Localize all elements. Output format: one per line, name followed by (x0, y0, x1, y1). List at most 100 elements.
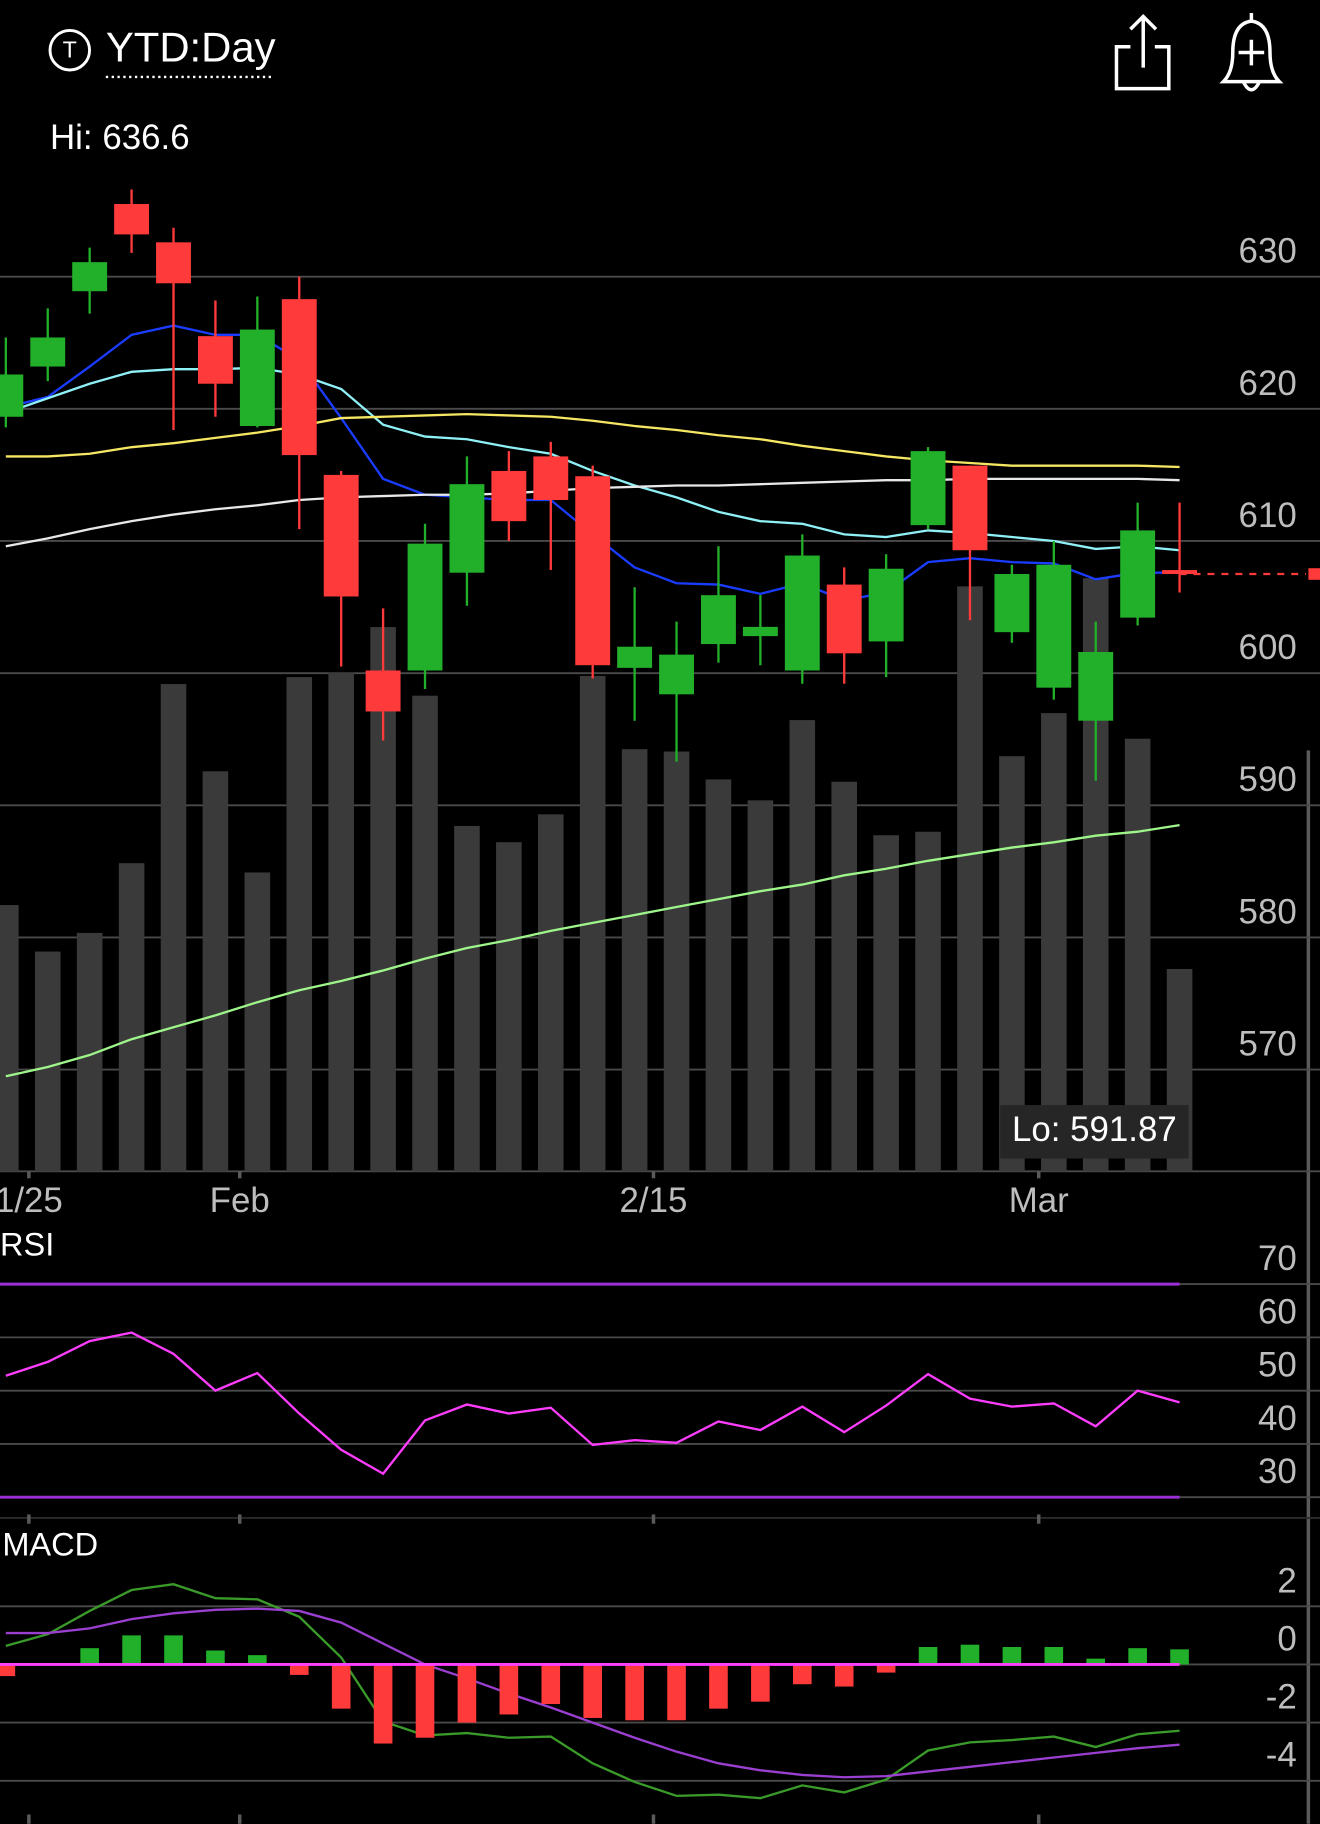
histogram-bar (834, 1664, 854, 1687)
candle-body (784, 555, 820, 671)
candle-body (197, 336, 233, 384)
symbol-letter: T (63, 37, 77, 63)
range-selector[interactable]: YTD:Day (106, 23, 276, 79)
symbol-button[interactable]: T (48, 28, 92, 72)
macd-title: MACD (2, 1527, 98, 1563)
histogram-bar (1086, 1658, 1106, 1665)
histogram-bar (80, 1648, 99, 1665)
candle-body (156, 242, 191, 284)
x-tick-label: Mar (1009, 1181, 1069, 1220)
volume-bar (0, 905, 19, 1172)
rsi-title: RSI (0, 1227, 54, 1263)
volume-bar (621, 749, 648, 1172)
candle-body (1078, 651, 1114, 721)
y-tick-label: 60 (1258, 1292, 1297, 1331)
y-tick-label: 0 (1277, 1619, 1296, 1658)
indicator-line (5, 1331, 1180, 1476)
low-label: Lo: 591.87 (1012, 1110, 1177, 1149)
y-tick-label: 590 (1239, 760, 1297, 799)
y-tick-label: 610 (1239, 496, 1297, 535)
candle-body (575, 476, 611, 666)
histogram-bar (248, 1655, 267, 1665)
candle-body (72, 262, 108, 292)
histogram-bar (206, 1650, 225, 1665)
volume-bar (957, 586, 983, 1172)
candle-body (1120, 530, 1156, 618)
candle-body (994, 574, 1030, 633)
candle-body (826, 584, 862, 654)
volume-bar (873, 835, 899, 1172)
y-tick-label: 40 (1258, 1399, 1297, 1438)
candle-body (449, 484, 485, 573)
alert-button[interactable] (1219, 13, 1284, 92)
histogram-bar (876, 1664, 896, 1673)
candle-body (1162, 570, 1198, 575)
high-label: Hi: 636.6 (50, 118, 190, 157)
indicator-line (5, 1583, 1180, 1800)
volume-bar (412, 695, 438, 1172)
indicator-line (5, 412, 1180, 469)
candle-body (533, 456, 569, 501)
histogram-bar (499, 1664, 519, 1715)
candle-body (281, 299, 317, 456)
symbol-icon (48, 28, 92, 72)
x-tick-label: 2/15 (620, 1181, 688, 1220)
candle-body (868, 568, 904, 642)
candle-body (742, 626, 778, 637)
volume-bar (160, 684, 187, 1172)
candle-body (30, 337, 66, 367)
histogram-bar (164, 1635, 183, 1665)
candle-body (491, 470, 527, 522)
histogram-bar (457, 1664, 477, 1723)
bell-body (1219, 19, 1284, 84)
low-label-box (1000, 1105, 1189, 1159)
volume-bar (202, 771, 229, 1172)
y-tick-label: 2 (1277, 1561, 1296, 1600)
candle-body (407, 543, 443, 671)
candle-body (239, 329, 275, 427)
indicator-line (5, 823, 1180, 1078)
histogram-bar (331, 1664, 351, 1709)
volume-bar (915, 831, 941, 1172)
y-tick-label: 70 (1258, 1239, 1297, 1278)
histogram-bar (709, 1664, 728, 1709)
volume-bar (747, 800, 774, 1172)
volume-bar (34, 951, 61, 1172)
bell-clapper (1241, 80, 1262, 92)
y-tick-label: 600 (1239, 628, 1297, 667)
histogram-bar (289, 1664, 309, 1675)
last-price-marker (1308, 568, 1320, 580)
volume-bar (789, 720, 816, 1172)
range-title: YTD:Day (106, 23, 276, 70)
y-tick-label: 620 (1239, 364, 1297, 403)
candle-body (365, 670, 401, 712)
indicator-line (5, 1607, 1180, 1779)
histogram-bar (415, 1664, 435, 1738)
histogram-bar (1170, 1649, 1189, 1665)
x-tick-label: Feb (210, 1181, 270, 1220)
candle-body (323, 474, 359, 597)
volume-bar (705, 779, 732, 1172)
y-tick-label: 630 (1239, 232, 1297, 271)
volume-bar (328, 672, 354, 1172)
histogram-bar (625, 1664, 644, 1721)
share-button[interactable] (1114, 14, 1171, 91)
histogram-bar (122, 1635, 141, 1665)
histogram-bar (918, 1647, 938, 1665)
y-tick-label: 50 (1258, 1346, 1297, 1385)
histogram-bar (1002, 1647, 1022, 1665)
share-box (1114, 44, 1171, 91)
histogram-bar (541, 1664, 561, 1704)
histogram-bar (792, 1664, 812, 1685)
candle-body (910, 451, 946, 526)
candle-body (114, 203, 150, 235)
candle-body (617, 646, 653, 668)
volume-bar (831, 781, 858, 1172)
volume-bar (118, 863, 145, 1172)
y-tick-label: 570 (1239, 1025, 1297, 1064)
volume-bar (286, 677, 313, 1172)
histogram-bar (1044, 1647, 1064, 1665)
